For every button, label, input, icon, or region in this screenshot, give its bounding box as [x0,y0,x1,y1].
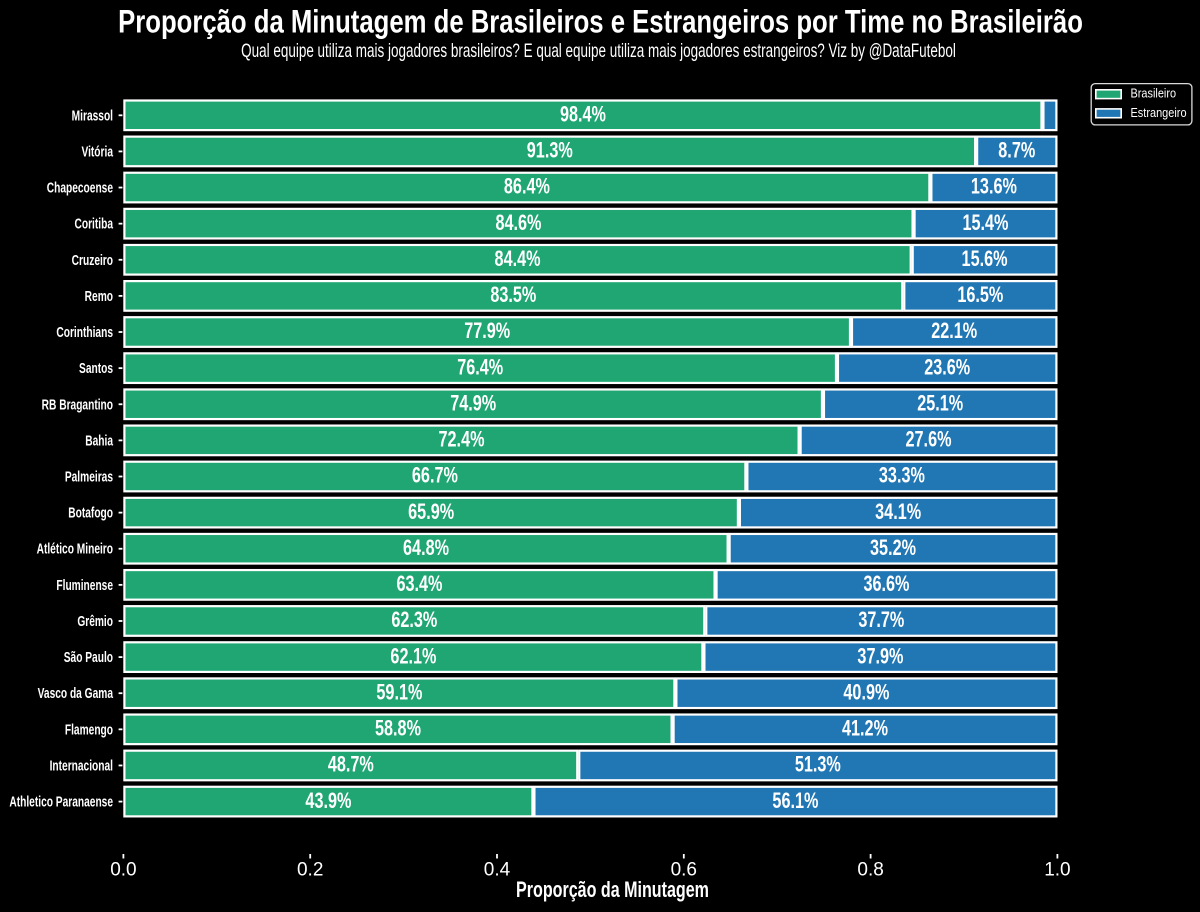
svg-text:Chapecoense: Chapecoense [47,180,113,196]
svg-text:58.8%: 58.8% [375,716,421,741]
svg-text:59.1%: 59.1% [376,680,422,705]
svg-text:84.6%: 84.6% [495,210,541,235]
svg-text:1.0: 1.0 [1044,860,1070,881]
svg-text:Remo: Remo [85,288,114,304]
svg-text:Estrangeiro: Estrangeiro [1131,106,1187,120]
svg-text:23.6%: 23.6% [924,355,970,380]
svg-text:34.1%: 34.1% [875,499,921,524]
svg-text:Vitória: Vitória [81,144,113,160]
svg-text:40.9%: 40.9% [843,680,889,705]
svg-text:48.7%: 48.7% [328,752,374,777]
svg-text:74.9%: 74.9% [450,391,496,416]
svg-text:91.3%: 91.3% [527,138,573,163]
svg-text:15.6%: 15.6% [962,246,1008,271]
svg-text:Cruzeiro: Cruzeiro [72,252,114,268]
svg-text:16.5%: 16.5% [957,283,1003,308]
svg-text:Atlético Mineiro: Atlético Mineiro [37,541,114,557]
svg-text:8.7%: 8.7% [998,138,1035,163]
svg-text:56.1%: 56.1% [772,788,818,813]
svg-text:51.3%: 51.3% [795,752,841,777]
svg-text:Bahia: Bahia [85,433,114,449]
svg-text:64.8%: 64.8% [403,535,449,560]
svg-text:66.7%: 66.7% [412,463,458,488]
svg-text:0.8: 0.8 [857,860,883,881]
svg-text:43.9%: 43.9% [305,788,351,813]
svg-text:98.4%: 98.4% [560,102,606,127]
svg-text:37.7%: 37.7% [858,608,904,633]
svg-text:72.4%: 72.4% [439,427,485,452]
svg-text:15.4%: 15.4% [962,210,1008,235]
svg-text:Brasileiro: Brasileiro [1131,87,1177,101]
svg-text:Fluminense: Fluminense [56,577,113,593]
svg-text:RB Bragantino: RB Bragantino [42,397,114,413]
svg-text:Proporção da Minutagem: Proporção da Minutagem [516,879,709,903]
svg-text:33.3%: 33.3% [879,463,925,488]
svg-text:77.9%: 77.9% [464,319,510,344]
svg-text:Coritiba: Coritiba [74,216,113,232]
svg-text:22.1%: 22.1% [931,319,977,344]
svg-text:São Paulo: São Paulo [64,649,114,665]
svg-text:35.2%: 35.2% [870,535,916,560]
svg-text:37.9%: 37.9% [857,644,903,669]
svg-text:62.3%: 62.3% [391,608,437,633]
svg-text:76.4%: 76.4% [457,355,503,380]
svg-text:13.6%: 13.6% [971,174,1017,199]
svg-text:0.2: 0.2 [297,860,323,881]
svg-text:27.6%: 27.6% [906,427,952,452]
svg-text:Grêmio: Grêmio [77,613,113,629]
svg-text:0.0: 0.0 [110,860,136,881]
svg-text:41.2%: 41.2% [842,716,888,741]
svg-text:86.4%: 86.4% [504,174,550,199]
svg-text:Vasco da Gama: Vasco da Gama [38,685,114,701]
svg-text:36.6%: 36.6% [863,572,909,597]
svg-text:84.4%: 84.4% [495,246,541,271]
svg-text:0.4: 0.4 [484,860,511,881]
svg-text:Santos: Santos [79,360,113,376]
svg-text:65.9%: 65.9% [408,499,454,524]
svg-text:Corinthians: Corinthians [56,324,113,340]
svg-text:Flamengo: Flamengo [65,722,113,738]
svg-text:63.4%: 63.4% [396,572,442,597]
svg-text:83.5%: 83.5% [490,283,536,308]
svg-text:0.6: 0.6 [671,860,697,881]
svg-text:Internacional: Internacional [50,758,113,774]
svg-text:Proporção da Minutagem de Bras: Proporção da Minutagem de Brasileiros e … [118,5,1083,40]
svg-text:62.1%: 62.1% [390,644,436,669]
svg-text:Botafogo: Botafogo [68,505,113,521]
svg-text:Mirassol: Mirassol [72,108,113,124]
svg-text:25.1%: 25.1% [917,391,963,416]
svg-text:Athletico Paranaense: Athletico Paranaense [9,794,113,810]
svg-text:Qual equipe utiliza mais jogad: Qual equipe utiliza mais jogadores brasi… [241,41,956,62]
svg-text:Palmeiras: Palmeiras [65,469,113,485]
